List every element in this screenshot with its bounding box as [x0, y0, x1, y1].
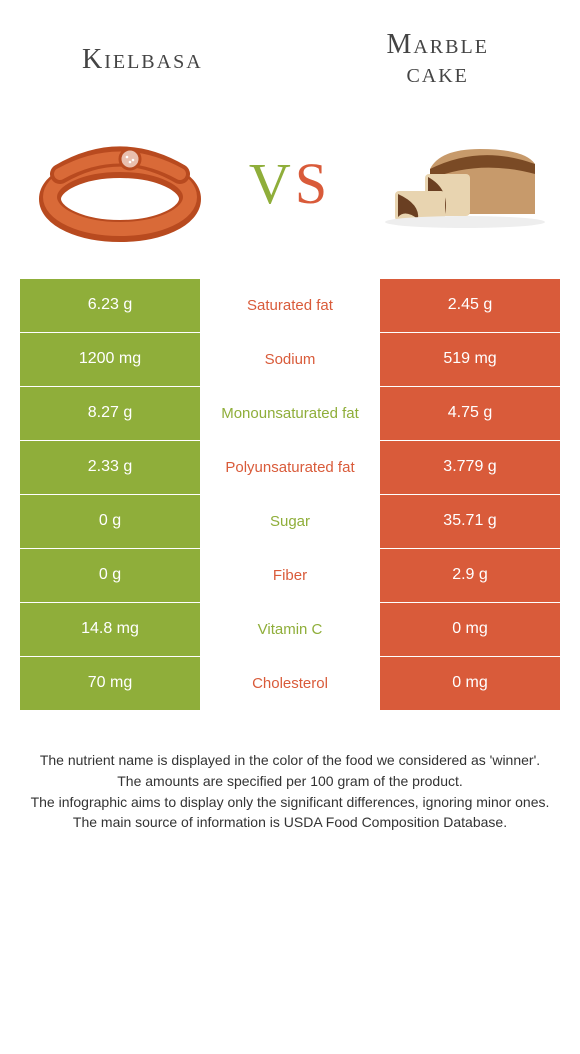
nutrition-table: 6.23 gSaturated fat2.45 g1200 mgSodium51…	[20, 279, 560, 711]
title-right-line1: Marble	[386, 29, 488, 60]
nutrient-name: Monounsaturated fat	[200, 387, 380, 441]
table-row: 0 gFiber2.9 g	[20, 549, 560, 603]
value-left: 2.33 g	[20, 441, 200, 495]
value-left: 6.23 g	[20, 279, 200, 333]
nutrient-name: Cholesterol	[200, 657, 380, 711]
value-right: 0 mg	[380, 603, 560, 657]
header-titles: Kielbasa Marble cake	[0, 0, 580, 99]
title-right-line2: cake	[406, 58, 468, 89]
value-left: 14.8 mg	[20, 603, 200, 657]
value-right: 2.9 g	[380, 549, 560, 603]
value-right: 35.71 g	[380, 495, 560, 549]
nutrient-name: Sugar	[200, 495, 380, 549]
footer-notes: The nutrient name is displayed in the co…	[20, 751, 560, 833]
table-row: 8.27 gMonounsaturated fat4.75 g	[20, 387, 560, 441]
value-right: 2.45 g	[380, 279, 560, 333]
note-4: The main source of information is USDA F…	[20, 813, 560, 832]
value-left: 8.27 g	[20, 387, 200, 441]
table-row: 1200 mgSodium519 mg	[20, 333, 560, 387]
food-image-right	[370, 119, 550, 249]
value-left: 0 g	[20, 495, 200, 549]
table-row: 14.8 mgVitamin C0 mg	[20, 603, 560, 657]
food-image-left	[30, 119, 210, 249]
note-2: The amounts are specified per 100 gram o…	[20, 772, 560, 791]
vs-v: V	[249, 151, 295, 216]
nutrient-name: Polyunsaturated fat	[200, 441, 380, 495]
nutrient-name: Saturated fat	[200, 279, 380, 333]
value-left: 70 mg	[20, 657, 200, 711]
vs-row: VS	[0, 99, 580, 279]
vs-s: S	[295, 151, 331, 216]
title-right: Marble cake	[345, 30, 530, 89]
table-row: 6.23 gSaturated fat2.45 g	[20, 279, 560, 333]
note-1: The nutrient name is displayed in the co…	[20, 751, 560, 770]
nutrient-name: Vitamin C	[200, 603, 380, 657]
value-right: 0 mg	[380, 657, 560, 711]
value-right: 3.779 g	[380, 441, 560, 495]
value-right: 4.75 g	[380, 387, 560, 441]
table-row: 2.33 gPolyunsaturated fat3.779 g	[20, 441, 560, 495]
value-left: 1200 mg	[20, 333, 200, 387]
value-right: 519 mg	[380, 333, 560, 387]
value-left: 0 g	[20, 549, 200, 603]
title-left: Kielbasa	[50, 45, 235, 74]
note-3: The infographic aims to display only the…	[20, 793, 560, 812]
nutrient-name: Fiber	[200, 549, 380, 603]
table-row: 0 gSugar35.71 g	[20, 495, 560, 549]
vs-label: VS	[249, 150, 331, 217]
table-row: 70 mgCholesterol0 mg	[20, 657, 560, 711]
nutrient-name: Sodium	[200, 333, 380, 387]
